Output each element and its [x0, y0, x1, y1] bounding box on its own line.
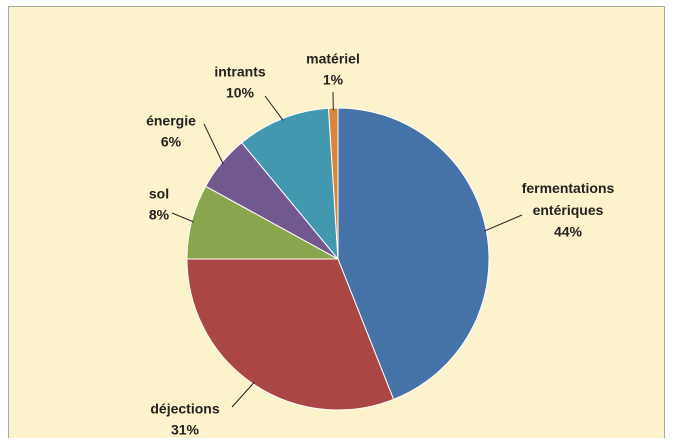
slice-label: énergie: [146, 113, 196, 129]
slice-value-label: 1%: [323, 72, 344, 88]
slice-label: déjections: [150, 401, 219, 417]
slice-label: intrants: [214, 64, 266, 80]
slice-value-label: 8%: [149, 207, 170, 223]
slice-label: matériel: [306, 51, 360, 67]
slice-value-label: 44%: [554, 224, 583, 240]
slice-value-label: 6%: [161, 134, 182, 150]
slice-label: sol: [149, 186, 169, 202]
slice-value-label: 10%: [226, 85, 255, 101]
slice-value-label: 31%: [171, 422, 200, 438]
